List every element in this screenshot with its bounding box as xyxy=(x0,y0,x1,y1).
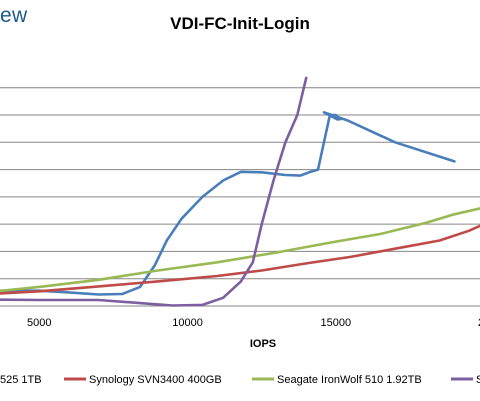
legend-label-1: Synology SVN3400 400GB xyxy=(89,374,222,386)
series-lines xyxy=(0,76,480,307)
series-line-2 xyxy=(0,207,480,293)
legend-label-0: 525 1TB xyxy=(0,374,42,386)
series-line-0 xyxy=(0,111,456,296)
brand-logo-fragment: ew xyxy=(0,4,28,27)
x-axis-label: IOPS xyxy=(250,338,276,350)
series-line-3 xyxy=(0,76,308,307)
legend-label-3: S xyxy=(476,374,480,386)
gridlines xyxy=(0,87,480,280)
x-tick-label-3: 20 xyxy=(478,317,480,329)
x-tick-label-1: 10000 xyxy=(172,317,203,329)
series-line-1 xyxy=(0,224,480,295)
x-tick-labels: 5000 10000 15000 20 xyxy=(27,317,480,329)
x-tick-label-2: 15000 xyxy=(321,317,352,329)
legend: 525 1TB Synology SVN3400 400GB Seagate Iro… xyxy=(0,374,480,386)
x-tick-label-0: 5000 xyxy=(27,317,51,329)
chart-title: VDI-FC-Init-Login xyxy=(170,14,310,33)
legend-label-2: Seagate IronWolf 510 1.92TB xyxy=(277,374,422,386)
